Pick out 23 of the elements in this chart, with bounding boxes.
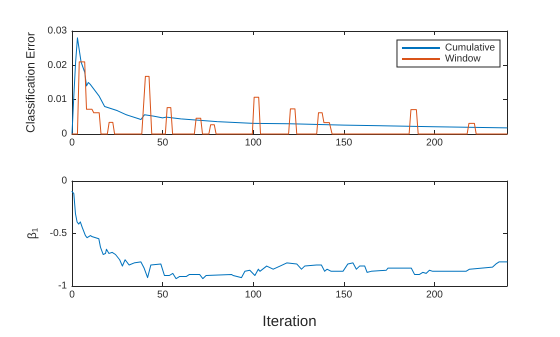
x-tick-label: 0 (69, 138, 76, 148)
x-tick-label: 50 (157, 290, 169, 300)
y-tick-label: 0.01 (48, 94, 68, 106)
line-series (72, 191, 508, 280)
x-tick-label: 100 (244, 290, 262, 300)
x-tick-label: 150 (336, 290, 353, 300)
y-axis-title: Classification Error (24, 32, 38, 133)
y-tick-label: 0 (61, 176, 68, 186)
y-tick-label: 0 (61, 128, 68, 140)
legend-label: Cumulative (444, 42, 496, 54)
x-tick-label: 200 (426, 138, 444, 148)
x-tick-label: 50 (157, 138, 169, 148)
y-tick-label: 0.03 (48, 26, 68, 36)
x-tick-label: 150 (336, 138, 353, 148)
x-tick-label: 100 (244, 138, 262, 148)
x-tick-label: 200 (426, 290, 444, 300)
x-tick-label: 0 (69, 290, 76, 300)
y-tick-label: -0.5 (50, 228, 68, 239)
legend-label: Window (444, 54, 482, 64)
y-tick-label: 0.02 (48, 60, 68, 71)
y-tick-label: -1 (58, 280, 68, 292)
y-axis-title: β1 (24, 227, 40, 240)
x-axis-title: Iteration (262, 313, 317, 330)
